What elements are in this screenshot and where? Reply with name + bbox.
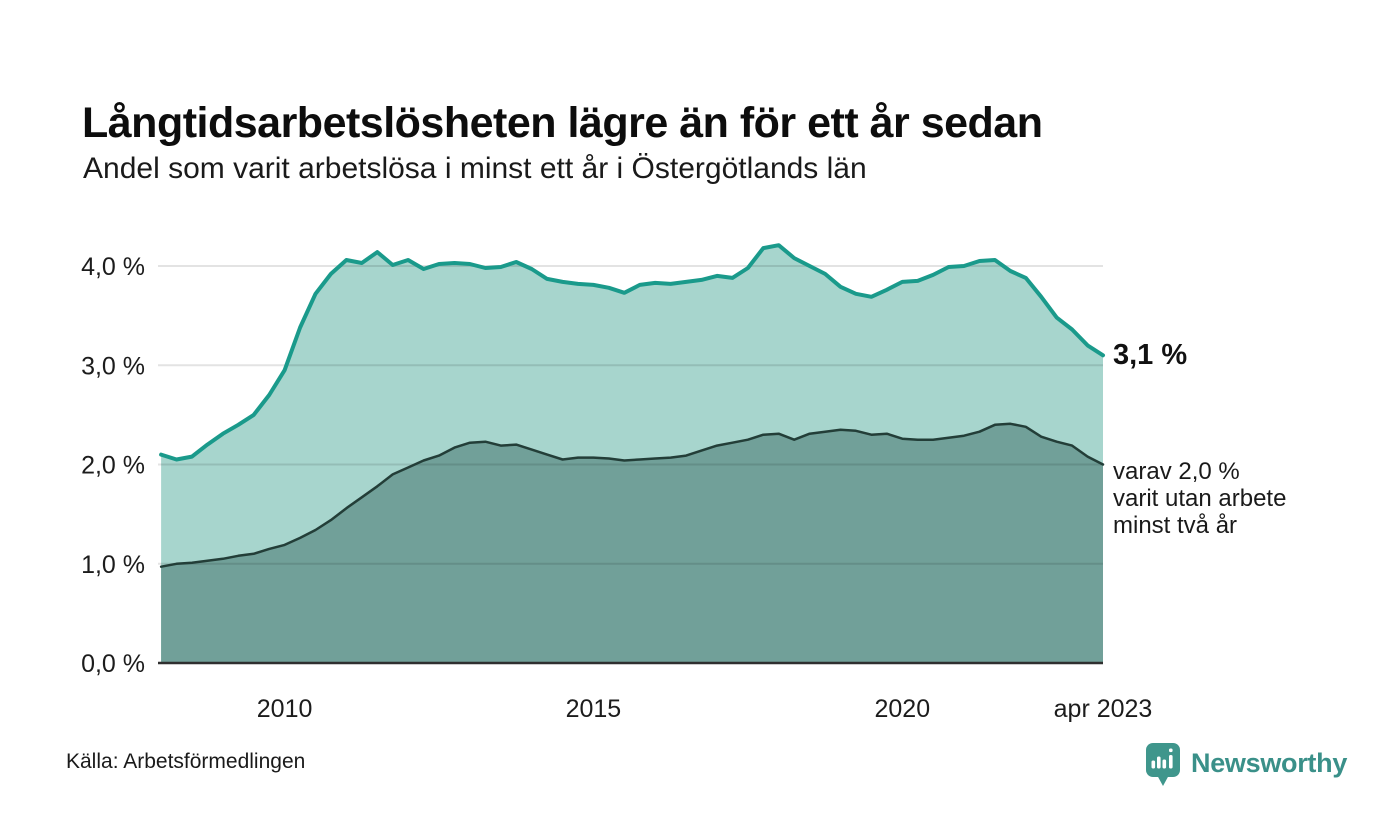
secondary-annotation: varav 2,0 % varit utan arbete minst två … [1113,458,1343,539]
y-tick-label: 1,0 % [81,551,145,579]
newsworthy-wordmark: Newsworthy [1191,748,1348,778]
minst-tva-ar-area [161,423,1104,663]
y-tick-label: 3,0 % [81,352,145,380]
y-tick-label: 2,0 % [81,452,145,480]
newsworthy-speech-bubble-chart-icon [1146,743,1180,792]
y-tick-label: 4,0 % [81,253,145,281]
page-title: Långtidsarbetslösheten lägre än för ett … [82,98,1043,147]
minst-tva-ar-line [159,422,1105,568]
page-subtitle: Andel som varit arbetslösa i minst ett å… [83,152,867,185]
newsworthy-logo: Newsworthy [1146,743,1347,792]
secondary-annotation-line: minst två år [1113,512,1238,539]
secondary-annotation-line: varit utan arbete [1113,485,1287,512]
latest-value-label: 3,1 % [1113,339,1188,371]
source-note: Källa: Arbetsförmedlingen [66,750,306,773]
x-tick-label: 2020 [874,695,930,723]
minst-ett-ar-line [159,243,1105,462]
x-tick-label: 2015 [566,695,622,723]
y-tick-label: 0,0 % [81,650,145,678]
x-tick-label: 2010 [257,695,313,723]
x-tick-label: apr 2023 [1054,695,1153,723]
secondary-annotation-line: varav 2,0 % [1113,458,1240,485]
